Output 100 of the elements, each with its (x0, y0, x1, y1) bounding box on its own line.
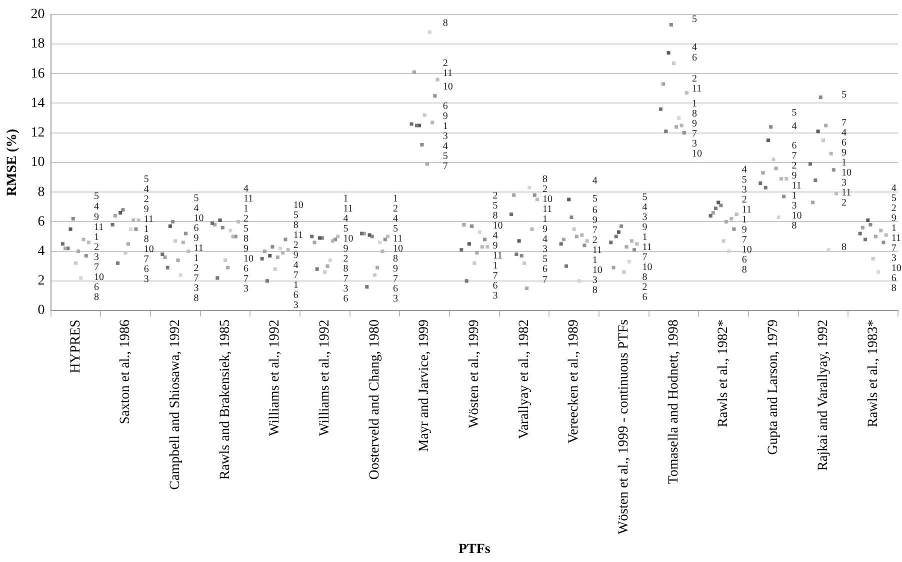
text: 4 (692, 42, 698, 54)
text: 7 (692, 128, 698, 140)
text: 6 (343, 294, 348, 305)
text: 7 (842, 118, 847, 129)
text: 11 (244, 193, 254, 204)
text: 2 (642, 282, 648, 293)
text: 11 (94, 222, 104, 233)
text: 2 (244, 213, 249, 224)
x-tick-label: Rawls et al., 1983* (866, 320, 881, 428)
y-tick-label: 18 (30, 36, 45, 52)
text: 2 (343, 254, 348, 265)
text: 11 (393, 234, 403, 245)
text: 7 (94, 262, 100, 273)
text: 2 (891, 202, 896, 214)
text: 10 (492, 220, 503, 232)
text: 2 (144, 194, 149, 205)
series-label: 4 (94, 202, 100, 213)
x-tick-label: Wösten et al., 1999 (467, 320, 482, 428)
text: 9 (692, 118, 698, 130)
text: 4 (194, 202, 199, 214)
text: 2 (542, 184, 548, 195)
x-tick-label: Williams et al., 1992 (268, 320, 283, 436)
text: 1 (792, 190, 797, 202)
text: 7 (492, 270, 498, 282)
text: 6 (492, 280, 498, 292)
text: 6 (194, 222, 199, 234)
text: 6 (792, 140, 797, 152)
x-tick-label: Varallyay et al., 1982 (516, 320, 532, 439)
text: 3 (393, 294, 398, 305)
text: 5 (492, 200, 498, 212)
y-tick-label: 12 (30, 126, 45, 141)
text: 2 (842, 198, 847, 209)
text: 3 (194, 282, 199, 294)
text: 11 (442, 68, 453, 79)
text: 6 (393, 284, 398, 295)
text: 2 (194, 262, 199, 274)
text: 1 (492, 260, 498, 272)
x-tick-label: Rawls and Brakensiek, 1985 (218, 320, 233, 480)
x-tick-label: Campbell and Shiosawa, 1992 (168, 320, 184, 490)
text: 10 (94, 272, 104, 283)
text: 1 (692, 98, 698, 110)
text: 4 (742, 164, 747, 176)
text: 3 (542, 244, 548, 255)
x-tick-label: Wösten et al., 1999 - continuous PTFs (616, 320, 632, 534)
text: 8 (194, 292, 199, 304)
text: 1 (592, 255, 598, 266)
text: 10 (194, 212, 204, 224)
text: 6 (742, 254, 747, 266)
text: 4 (393, 214, 398, 225)
text: 6 (244, 263, 249, 274)
x-tick-label: Vereecken et al., 1989 (566, 320, 582, 444)
text: 8 (542, 174, 548, 185)
text: 7 (244, 273, 249, 284)
text: 3 (792, 200, 797, 212)
text: 3 (592, 275, 598, 286)
text: 5 (194, 192, 199, 204)
text: 3 (492, 290, 498, 302)
text: 3 (692, 138, 698, 150)
text: 7 (742, 234, 747, 246)
text: 2 (293, 240, 298, 252)
text: 2 (393, 204, 398, 215)
text: 11 (742, 204, 752, 216)
text: 9 (244, 243, 249, 254)
x-tick-label: Gupta and Larson, 1979 (766, 320, 782, 455)
text: 1 (343, 194, 348, 205)
text: 3 (642, 212, 648, 223)
text: 4 (343, 214, 348, 225)
text: 5 (792, 108, 797, 119)
text: 8 (792, 220, 797, 232)
text: 5 (442, 150, 448, 162)
text: 1 (742, 214, 747, 226)
series-label: 3 (94, 252, 100, 263)
text: 7 (293, 270, 298, 282)
text: 1 (144, 224, 149, 235)
text: 11 (542, 204, 552, 215)
y-tick-label: 8 (38, 184, 45, 200)
text: 4 (244, 183, 249, 194)
series-label: 9 (842, 148, 847, 159)
text: 1 (442, 120, 448, 132)
text: 8 (144, 234, 149, 245)
series-label: 5 (692, 14, 698, 26)
text: 8 (343, 264, 348, 275)
text: 5 (393, 224, 398, 235)
text: 5 (592, 193, 598, 204)
text: 4 (792, 121, 797, 132)
x-tick-label: Mayr and Jarvice, 1999 (417, 320, 432, 452)
text: 10 (792, 210, 802, 222)
text: 11 (891, 232, 902, 244)
text: 9 (542, 224, 548, 235)
text: 10 (343, 234, 354, 245)
y-tick-label: 2 (38, 274, 45, 289)
text: 7 (642, 252, 648, 263)
text: 3 (293, 300, 298, 312)
text: 1 (194, 252, 199, 264)
text: 3 (144, 274, 149, 285)
text: 6 (891, 272, 896, 284)
text: 10 (144, 244, 154, 255)
text: 8 (642, 272, 648, 283)
text: 10 (393, 244, 404, 255)
text: 1 (293, 280, 298, 292)
